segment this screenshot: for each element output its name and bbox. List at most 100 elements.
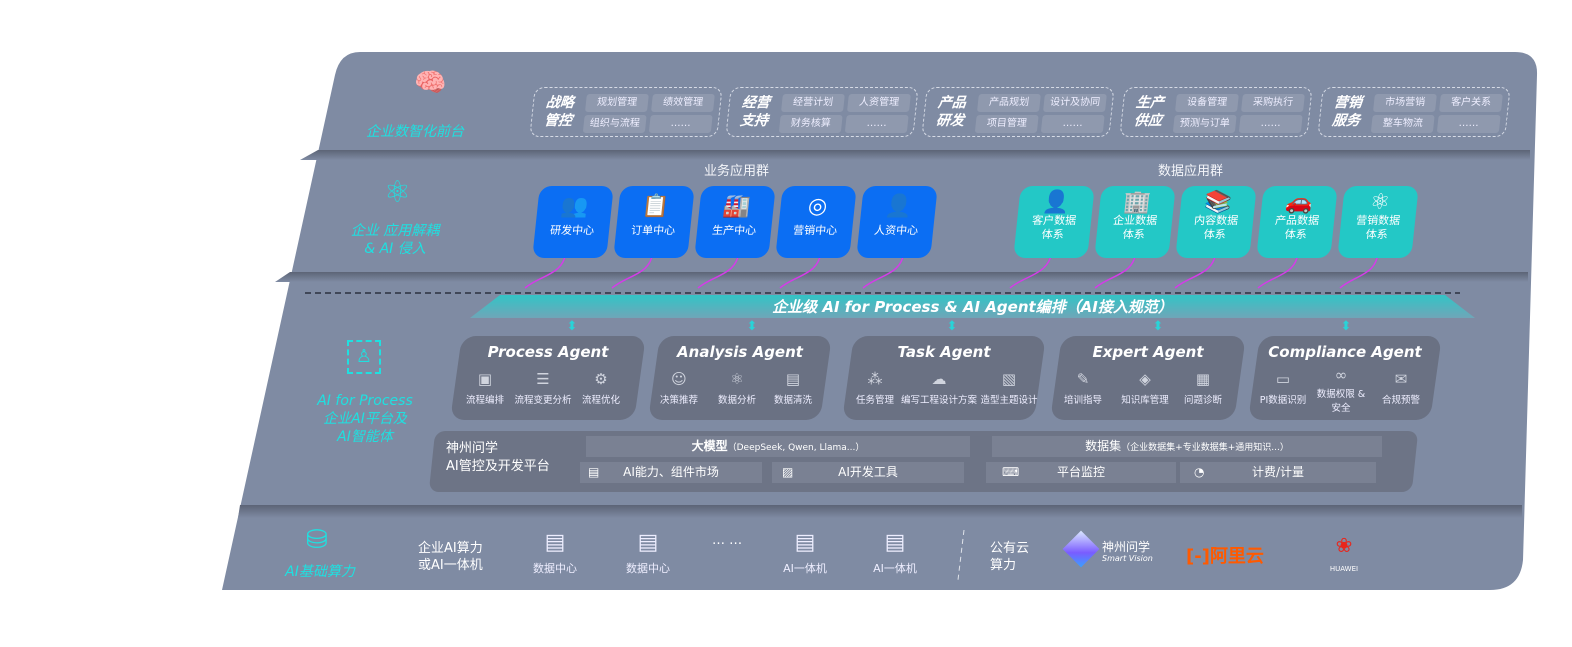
app-content-data[interactable]: 📚 内容数据 体系 bbox=[1175, 186, 1257, 258]
agent-capability: 问题诊断 bbox=[1183, 395, 1222, 406]
agent-capability: 流程变更分析 bbox=[514, 395, 572, 406]
server-icon: ▤ bbox=[884, 530, 906, 555]
chip[interactable]: 经营计划 bbox=[781, 94, 845, 112]
chip[interactable]: 财务核算 bbox=[778, 115, 843, 133]
expert-agent[interactable]: Expert Agent ✎ 培训指导 ◈ 知识库管理 ▦ 问题诊断 bbox=[1050, 336, 1246, 420]
app-production-center[interactable]: 🏭 生产中心 bbox=[694, 186, 776, 258]
chip[interactable]: 整车物流 bbox=[1370, 115, 1435, 133]
task-agent[interactable]: Task Agent ⁂ 任务管理 ☁ 编写工程设计方案 ▧ 造型主题设计 bbox=[842, 336, 1046, 420]
agent-capability: 任务管理 bbox=[855, 395, 894, 406]
agent-capability: 数据权限 & 安全 bbox=[1316, 389, 1366, 414]
analysis-agent[interactable]: Analysis Agent ☺ 决策推荐 ⚛ 数据分析 ▤ 数据清洗 bbox=[648, 336, 832, 420]
compliance-agent[interactable]: Compliance Agent ▭ PI数据识别 ∞ 数据权限 & 安全 ✉ 合规预… bbox=[1248, 336, 1442, 420]
app-enterprise-data[interactable]: 🏢 企业数据 体系 bbox=[1094, 186, 1176, 258]
ellipsis: … … bbox=[712, 533, 743, 548]
chip: …… bbox=[1238, 115, 1303, 133]
group-title: 生产 供应 bbox=[1133, 95, 1165, 129]
front-group: 生产 供应 设备管理 采购执行 预测与订单 …… bbox=[1119, 87, 1313, 137]
agent-capability: 知识库管理 bbox=[1121, 395, 1169, 406]
compute-node: ▤ 数据中心 bbox=[623, 530, 673, 576]
cleanse-icon: ▤ bbox=[785, 370, 801, 388]
monitor-icon: ⌨ bbox=[1002, 465, 1020, 479]
molecule-icon: ⚛ bbox=[384, 175, 411, 210]
shenzhou-name: 神州问学 bbox=[1102, 540, 1151, 554]
public-cloud-label: 公有云 算力 bbox=[990, 541, 1030, 573]
front-group: 经营 支持 经营计划 人资管理 财务核算 …… bbox=[725, 87, 919, 137]
ai-market-button[interactable]: ▤ AI能力、组件市场 bbox=[580, 462, 762, 483]
node-label: AI一体机 bbox=[783, 562, 827, 575]
clipboard-icon: 📋 bbox=[640, 194, 671, 219]
app-marketing-center[interactable]: ◎ 营销中心 bbox=[775, 186, 857, 258]
chip[interactable]: 客户关系 bbox=[1439, 94, 1503, 112]
chip[interactable]: 设备管理 bbox=[1175, 94, 1239, 112]
diagnosis-icon: ▦ bbox=[1195, 370, 1211, 388]
agent-capability: 数据清洗 bbox=[773, 395, 812, 406]
app-rd-center[interactable]: 👥 研发中心 bbox=[532, 186, 614, 258]
billing-button[interactable]: ◔ 计费/计量 bbox=[1180, 462, 1376, 483]
chip[interactable]: 规划管理 bbox=[585, 94, 649, 112]
llm-note: （DeepSeek, Qwen, Llama...） bbox=[727, 443, 865, 453]
chip[interactable]: 设计及协同 bbox=[1043, 94, 1107, 112]
platform-title: 神州问学 AI管控及开发平台 bbox=[446, 441, 550, 474]
target-icon: ◎ bbox=[806, 194, 829, 219]
aliyun-bracket-icon: [-] bbox=[1186, 546, 1210, 567]
node-label: 数据中心 bbox=[533, 562, 577, 575]
process-agent[interactable]: Process Agent ▣ 流程编排 ☰ 流程变更分析 ⚙ 流程优化 bbox=[450, 336, 646, 420]
app-label: 内容数据 体系 bbox=[1193, 214, 1239, 241]
server-icon: ▤ bbox=[544, 530, 566, 555]
chip[interactable]: 预测与订单 bbox=[1172, 115, 1237, 133]
building-icon: 🏢 bbox=[1122, 190, 1153, 215]
node-label: AI一体机 bbox=[873, 562, 917, 575]
agent-title: Expert Agent bbox=[1092, 343, 1204, 361]
devtools-label: AI开发工具 bbox=[838, 465, 898, 479]
app-label: 营销中心 bbox=[792, 224, 838, 237]
app-label: 企业数据 体系 bbox=[1112, 214, 1158, 241]
chip[interactable]: 绩效管理 bbox=[651, 94, 715, 112]
layer-label-decouple: 企业 应用解耦 & AI 侵入 bbox=[350, 223, 440, 257]
app-label: 订单中心 bbox=[630, 224, 676, 237]
cloud-icon: ☁ bbox=[931, 370, 947, 388]
app-hr-center[interactable]: 👤 人资中心 bbox=[856, 186, 938, 258]
factory-icon: 🏭 bbox=[721, 194, 752, 219]
atom-icon: ⚛ bbox=[1368, 190, 1392, 215]
dataset-bar[interactable]: 数据集（企业数据集+专业数据集+通用知识...） bbox=[992, 436, 1382, 457]
market-icon: ▤ bbox=[588, 465, 600, 479]
chip[interactable]: 组织与流程 bbox=[582, 115, 647, 133]
chip: …… bbox=[1040, 115, 1105, 133]
ai-orchestration-banner bbox=[470, 295, 1475, 318]
agent-capability: PI数据识别 bbox=[1259, 395, 1307, 406]
chip[interactable]: 项目管理 bbox=[974, 115, 1039, 133]
platform-monitor-button[interactable]: ⌨ 平台监控 bbox=[986, 462, 1176, 483]
app-order-center[interactable]: 📋 订单中心 bbox=[613, 186, 695, 258]
chip[interactable]: 产品规划 bbox=[977, 94, 1041, 112]
chip[interactable]: 市场营销 bbox=[1373, 94, 1437, 112]
llm-bar[interactable]: 大模型（DeepSeek, Qwen, Llama...） bbox=[586, 436, 970, 457]
layer-label-compute: AI基础算力 bbox=[285, 564, 355, 580]
chip[interactable]: 人资管理 bbox=[847, 94, 911, 112]
chip[interactable]: 采购执行 bbox=[1241, 94, 1305, 112]
monitor-label: 平台监控 bbox=[1056, 465, 1105, 479]
agent-capability: 流程优化 bbox=[581, 395, 620, 406]
dataset-label: 数据集 bbox=[1085, 439, 1122, 453]
chip: …… bbox=[844, 115, 909, 133]
warning-icon: ✉ bbox=[1394, 370, 1408, 388]
design-doc-icon: ▧ bbox=[1001, 370, 1017, 388]
arrow-down-icon: ⬍ bbox=[746, 319, 758, 334]
server-icon: ▤ bbox=[637, 530, 659, 555]
enterprise-compute-label: 企业AI算力 或AI一体机 bbox=[418, 541, 483, 573]
aliyun-logo: [-]阿里云 bbox=[1186, 542, 1264, 568]
app-product-data[interactable]: 🚗 产品数据 体系 bbox=[1256, 186, 1338, 258]
group-title: 营销 服务 bbox=[1331, 95, 1363, 129]
app-label: 人资中心 bbox=[873, 224, 919, 237]
layer-label-front: 企业数智化前台 bbox=[366, 124, 464, 140]
huawei-logo: ❀ HUAWEI bbox=[1326, 534, 1362, 575]
app-label: 生产中心 bbox=[711, 224, 757, 237]
training-icon: ✎ bbox=[1076, 370, 1090, 388]
app-customer-data[interactable]: 👤 客户数据 体系 bbox=[1013, 186, 1095, 258]
node-label: 数据中心 bbox=[626, 562, 670, 575]
app-marketing-data[interactable]: ⚛ 营销数据 体系 bbox=[1337, 186, 1419, 258]
person-icon: 👤 bbox=[1041, 190, 1072, 215]
ai-devtools-button[interactable]: ▨ AI开发工具 bbox=[772, 462, 964, 483]
agent-title: Task Agent bbox=[897, 343, 991, 361]
gauge-icon: ◔ bbox=[1194, 465, 1205, 479]
